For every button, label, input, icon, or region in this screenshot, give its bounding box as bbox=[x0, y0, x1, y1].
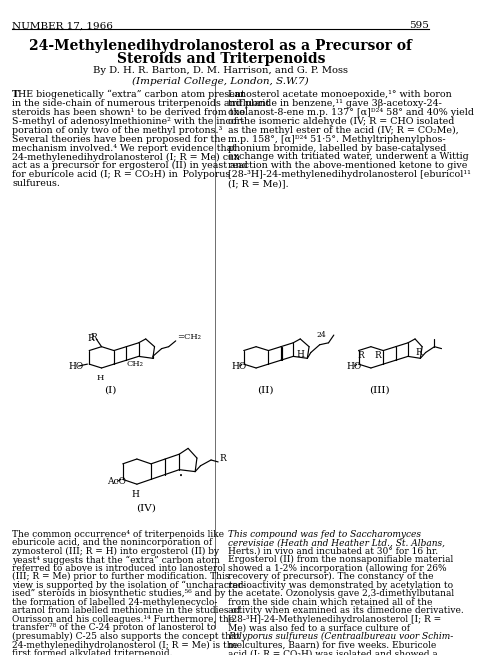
Text: H: H bbox=[296, 350, 304, 359]
Text: sulfureus.: sulfureus. bbox=[12, 179, 60, 188]
Text: Several theories have been proposed for the: Several theories have been proposed for … bbox=[12, 135, 226, 143]
Text: [28-³H]-24-methylenedihydrolanosterol [eburicol¹¹: [28-³H]-24-methylenedihydrolanosterol [e… bbox=[228, 170, 470, 179]
Text: eburicole acid, and the nonincorporation of: eburicole acid, and the nonincorporation… bbox=[12, 538, 212, 547]
Text: reaction with the above-mentioned ketone to give: reaction with the above-mentioned ketone… bbox=[228, 161, 467, 170]
Text: for eburicole acid (I; R = CO₂H) in  Polyporus: for eburicole acid (I; R = CO₂H) in Poly… bbox=[12, 170, 230, 179]
Text: By D. H. R. Barton, D. M. Harrison, and G. P. Moss: By D. H. R. Barton, D. M. Harrison, and … bbox=[94, 66, 348, 75]
Text: HO: HO bbox=[346, 362, 362, 371]
Text: trifluoride in benzene,¹¹ gave 3β-acetoxy-24-: trifluoride in benzene,¹¹ gave 3β-acetox… bbox=[228, 99, 442, 108]
Text: Ergosterol (II) from the nonsaponifiable material: Ergosterol (II) from the nonsaponifiable… bbox=[228, 555, 453, 565]
Text: steroids has been shown¹ to be derived from the: steroids has been shown¹ to be derived f… bbox=[12, 108, 245, 117]
Text: (Imperial College, London, S.W.7): (Imperial College, London, S.W.7) bbox=[132, 77, 309, 86]
Text: the acetate. Ozonolysis gave 2,3-dimethylbutanal: the acetate. Ozonolysis gave 2,3-dimethy… bbox=[228, 590, 454, 599]
Text: cerevisiae (Heath and Heather Ltd., St. Albans,: cerevisiae (Heath and Heather Ltd., St. … bbox=[228, 538, 445, 547]
Text: as the methyl ester of the acid (IV; R = CO₂Me),: as the methyl ester of the acid (IV; R =… bbox=[228, 126, 458, 135]
Text: HO: HO bbox=[68, 362, 83, 371]
Text: 24-methylenedihydrolanosterol (I; R = Me) is the: 24-methylenedihydrolanosterol (I; R = Me… bbox=[12, 641, 238, 650]
Text: (I): (I) bbox=[104, 385, 117, 394]
Text: mechanism involved.⁴ We report evidence that: mechanism involved.⁴ We report evidence … bbox=[12, 143, 236, 153]
Text: (II): (II) bbox=[256, 385, 273, 394]
Text: first formed alkylated triterpenoid.: first formed alkylated triterpenoid. bbox=[12, 649, 173, 655]
Text: •: • bbox=[179, 472, 183, 479]
Text: HO: HO bbox=[232, 362, 246, 371]
Text: Steroids and Triterpenoids: Steroids and Triterpenoids bbox=[116, 52, 325, 66]
Text: melcultures, Baarn) for five weeks. Eburicole: melcultures, Baarn) for five weeks. Ebur… bbox=[228, 641, 436, 650]
Text: Polyporus sulfureus (Centraalbureau voor Schim-: Polyporus sulfureus (Centraalbureau voor… bbox=[228, 632, 453, 641]
Text: Lanosterol acetate monoepoxide,¹° with boron: Lanosterol acetate monoepoxide,¹° with b… bbox=[228, 90, 452, 99]
Text: (III; R = Me) prior to further modification. This: (III; R = Me) prior to further modificat… bbox=[12, 572, 230, 582]
Text: (III): (III) bbox=[370, 385, 390, 394]
Text: [28-³H]-24-Methylenedihydrolanosterol [I; R =: [28-³H]-24-Methylenedihydrolanosterol [I… bbox=[228, 615, 441, 624]
Text: showed a 1-2% incorporation (allowing for 26%: showed a 1-2% incorporation (allowing fo… bbox=[228, 564, 446, 573]
Text: Ourisson and his colleagues.¹⁴ Furthermore, the: Ourisson and his colleagues.¹⁴ Furthermo… bbox=[12, 615, 234, 624]
Text: radioactivity was demonstrated by acetylation to: radioactivity was demonstrated by acetyl… bbox=[228, 581, 453, 590]
Text: recovery of precursor). The constancy of the: recovery of precursor). The constancy of… bbox=[228, 572, 434, 582]
Text: H: H bbox=[96, 374, 104, 382]
Text: transfer⁷⁸ of the C-24 proton of lanosterol to: transfer⁷⁸ of the C-24 proton of lanoste… bbox=[12, 624, 216, 633]
Text: in the side-chain of numerous triterpenoids and plant: in the side-chain of numerous triterpeno… bbox=[12, 99, 270, 108]
Text: R: R bbox=[374, 350, 381, 360]
Text: The common occurrence⁴ of triterpenoids like: The common occurrence⁴ of triterpenoids … bbox=[12, 530, 224, 538]
Text: 24: 24 bbox=[316, 331, 326, 339]
Text: phonium bromide, labelled by base-catalysed: phonium bromide, labelled by base-cataly… bbox=[228, 143, 446, 153]
Text: R: R bbox=[357, 350, 364, 360]
Text: 24-methylenedihydrolanosterol (I; R = Me) can: 24-methylenedihydrolanosterol (I; R = Me… bbox=[12, 153, 240, 162]
Text: (I; R = Me)].: (I; R = Me)]. bbox=[228, 179, 288, 188]
Text: R: R bbox=[90, 333, 97, 342]
Text: poration of only two of the methyl protons.³: poration of only two of the methyl proto… bbox=[12, 126, 222, 135]
Text: Me) was also fed to a surface culture of: Me) was also fed to a surface culture of bbox=[228, 624, 410, 633]
Text: ised” steroids in biosynthetic studies,⁵⁶ and by: ised” steroids in biosynthetic studies,⁵… bbox=[12, 590, 226, 599]
Text: Herts.) in vivo and incubated at 30° for 16 hr.: Herts.) in vivo and incubated at 30° for… bbox=[228, 547, 438, 555]
Text: =CH₂: =CH₂ bbox=[178, 333, 202, 341]
Text: act as a precursor for ergosterol (II) in yeast and: act as a precursor for ergosterol (II) i… bbox=[12, 161, 248, 170]
Text: referred to above is introduced into lanosterol: referred to above is introduced into lan… bbox=[12, 564, 226, 572]
Text: (presumably) C-25 also supports the concept that: (presumably) C-25 also supports the conc… bbox=[12, 632, 240, 641]
Text: exchange with tritiated water, underwent a Wittig: exchange with tritiated water, underwent… bbox=[228, 153, 468, 161]
Text: S-methyl of adenosylmethionine² with the incor-: S-methyl of adenosylmethionine² with the… bbox=[12, 117, 244, 126]
Text: oxolanost-8-ene m.p. 137° [α]ᴰ²⁴ 58° and 40% yield: oxolanost-8-ene m.p. 137° [α]ᴰ²⁴ 58° and… bbox=[228, 108, 474, 117]
Text: artanol from labelled methionine in the studies of: artanol from labelled methionine in the … bbox=[12, 607, 240, 616]
Text: H: H bbox=[131, 490, 139, 499]
Text: activity when examined as its dimedone derivative.: activity when examined as its dimedone d… bbox=[228, 607, 464, 616]
Text: This compound was fed to Saccharomyces: This compound was fed to Saccharomyces bbox=[228, 530, 421, 538]
Text: from the side chain which retained all of the: from the side chain which retained all o… bbox=[228, 598, 432, 607]
Text: 595: 595 bbox=[410, 22, 429, 30]
Text: the formation of labelled 24-methylenecyclo-: the formation of labelled 24-methylenecy… bbox=[12, 598, 218, 607]
Text: view is supported by the isolation of “uncharacter-: view is supported by the isolation of “u… bbox=[12, 581, 245, 590]
Text: NUMBER 17, 1966: NUMBER 17, 1966 bbox=[12, 22, 113, 30]
Text: R: R bbox=[220, 453, 226, 462]
Text: (IV): (IV) bbox=[136, 504, 156, 513]
Text: m.p. 158°, [α]ᴰ²⁴ 51·5°. Methyltriphenylphos-: m.p. 158°, [α]ᴰ²⁴ 51·5°. Methyltriphenyl… bbox=[228, 135, 446, 143]
Text: AcO: AcO bbox=[107, 477, 126, 486]
Text: acid (I; R = CO₂H) was isolated and showed a: acid (I; R = CO₂H) was isolated and show… bbox=[228, 649, 438, 655]
Text: 24-Methylenedihydrolanosterol as a Precursor of: 24-Methylenedihydrolanosterol as a Precu… bbox=[30, 39, 412, 53]
Text: zymosterol (III; R = H) into ergosterol (II) by: zymosterol (III; R = H) into ergosterol … bbox=[12, 547, 220, 556]
Text: CH₂: CH₂ bbox=[126, 360, 144, 368]
Text: of the isomeric aldehyde (IV; R = CHO isolated: of the isomeric aldehyde (IV; R = CHO is… bbox=[228, 117, 454, 126]
Text: HE biogenetically “extra” carbon atom present: HE biogenetically “extra” carbon atom pr… bbox=[18, 90, 245, 100]
Text: T: T bbox=[12, 90, 20, 99]
Text: R: R bbox=[415, 348, 422, 357]
Text: yeast⁴ suggests that the “extra” carbon atom: yeast⁴ suggests that the “extra” carbon … bbox=[12, 555, 220, 565]
Text: R: R bbox=[88, 335, 94, 343]
